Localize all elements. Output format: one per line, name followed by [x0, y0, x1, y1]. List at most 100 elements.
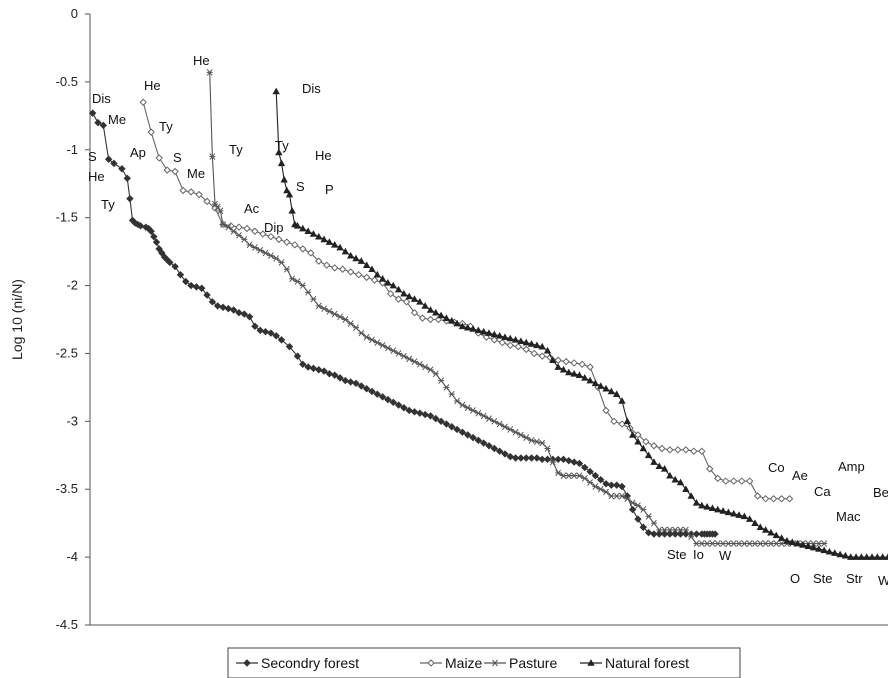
y-tick-label: -3.5 — [56, 481, 78, 496]
data-point — [554, 455, 562, 464]
taxon-annotation: He — [315, 148, 332, 163]
data-point — [251, 322, 259, 330]
y-tick-label: -1.5 — [56, 210, 78, 225]
data-point — [868, 553, 876, 560]
data-point — [362, 261, 371, 268]
data-point — [362, 273, 371, 282]
annotations-layer: Dis Me S He Ty He Ty Ap S Me He Ty Ac Dip Dis Ty He S P Co A… — [88, 53, 888, 588]
data-point — [587, 479, 594, 486]
data-point — [714, 505, 722, 513]
data-point — [288, 207, 296, 214]
data-point — [628, 431, 637, 438]
data-point — [619, 492, 625, 500]
legend-item: Pasture — [484, 655, 557, 671]
data-point — [474, 326, 483, 334]
taxon-annotation: S — [88, 149, 97, 164]
data-point — [225, 223, 232, 231]
data-point — [384, 395, 392, 404]
data-point — [581, 374, 589, 381]
data-point — [682, 446, 690, 454]
taxon-annotation: Ac — [244, 201, 260, 216]
data-point — [267, 232, 275, 241]
data-point — [560, 472, 567, 479]
data-point — [272, 332, 280, 340]
data-point — [315, 366, 323, 374]
data-point — [410, 295, 419, 302]
data-point — [464, 323, 472, 331]
data-point — [245, 313, 254, 321]
data-point — [815, 545, 823, 552]
data-point — [147, 227, 155, 235]
data-point — [586, 363, 594, 371]
data-point — [698, 540, 705, 547]
data-point — [618, 482, 626, 491]
data-point — [591, 471, 600, 480]
taxon-annotation: Dis — [92, 91, 111, 106]
data-point — [533, 454, 541, 462]
data-point — [293, 221, 302, 229]
data-point — [612, 481, 621, 489]
legend: Secondry forest Maize Pasture Natural fores… — [227, 647, 741, 678]
data-point — [235, 231, 242, 239]
y-tick-label: -4.5 — [56, 617, 78, 632]
data-point — [294, 278, 301, 285]
data-point — [464, 431, 472, 439]
series-layer — [88, 69, 888, 560]
data-point — [458, 322, 467, 330]
data-point — [370, 276, 379, 284]
data-point — [389, 398, 397, 407]
data-point — [650, 442, 658, 450]
data-point — [267, 252, 274, 260]
data-point — [469, 325, 477, 332]
data-point — [293, 352, 302, 360]
taxon-annotation: Co — [768, 460, 785, 475]
data-point — [538, 342, 546, 350]
data-point — [405, 292, 413, 300]
data-point — [426, 412, 435, 420]
data-point — [432, 414, 440, 423]
data-point — [538, 352, 546, 360]
legend-item: Maize — [420, 655, 483, 671]
data-point — [389, 281, 397, 289]
series-line-natural-forest — [275, 91, 888, 558]
data-point — [741, 540, 748, 547]
data-point — [783, 536, 791, 544]
data-point — [570, 359, 578, 367]
data-point — [213, 302, 222, 310]
data-point — [730, 477, 738, 485]
data-point — [517, 337, 525, 345]
data-point — [337, 313, 344, 321]
data-point — [767, 540, 774, 547]
data-point — [825, 547, 834, 555]
data-point — [307, 249, 315, 257]
data-point — [658, 444, 666, 453]
data-point — [341, 376, 350, 385]
y-tick-label: -4 — [66, 549, 78, 564]
data-point — [549, 458, 556, 466]
data-point — [522, 338, 530, 346]
data-point — [522, 454, 530, 462]
data-point — [358, 329, 365, 337]
data-point — [879, 553, 887, 560]
data-point — [261, 328, 270, 336]
data-point — [565, 368, 573, 376]
data-point — [203, 197, 211, 206]
taxon-annotation: Ap — [130, 145, 146, 160]
data-point — [793, 539, 802, 547]
y-tick-label: 0 — [71, 6, 78, 21]
data-point — [454, 397, 461, 405]
data-point — [831, 549, 839, 556]
data-point — [437, 311, 445, 319]
data-point — [283, 238, 291, 246]
data-point — [136, 222, 145, 230]
taxon-annotation: He — [144, 78, 161, 93]
data-point — [326, 308, 333, 315]
data-point — [613, 492, 620, 500]
data-point — [182, 277, 190, 286]
series-line-maize — [142, 102, 790, 500]
taxon-annotation: S — [296, 179, 305, 194]
data-point — [241, 236, 248, 243]
data-point — [804, 542, 812, 550]
taxon-annotation: P — [325, 182, 334, 197]
data-point — [321, 305, 328, 312]
